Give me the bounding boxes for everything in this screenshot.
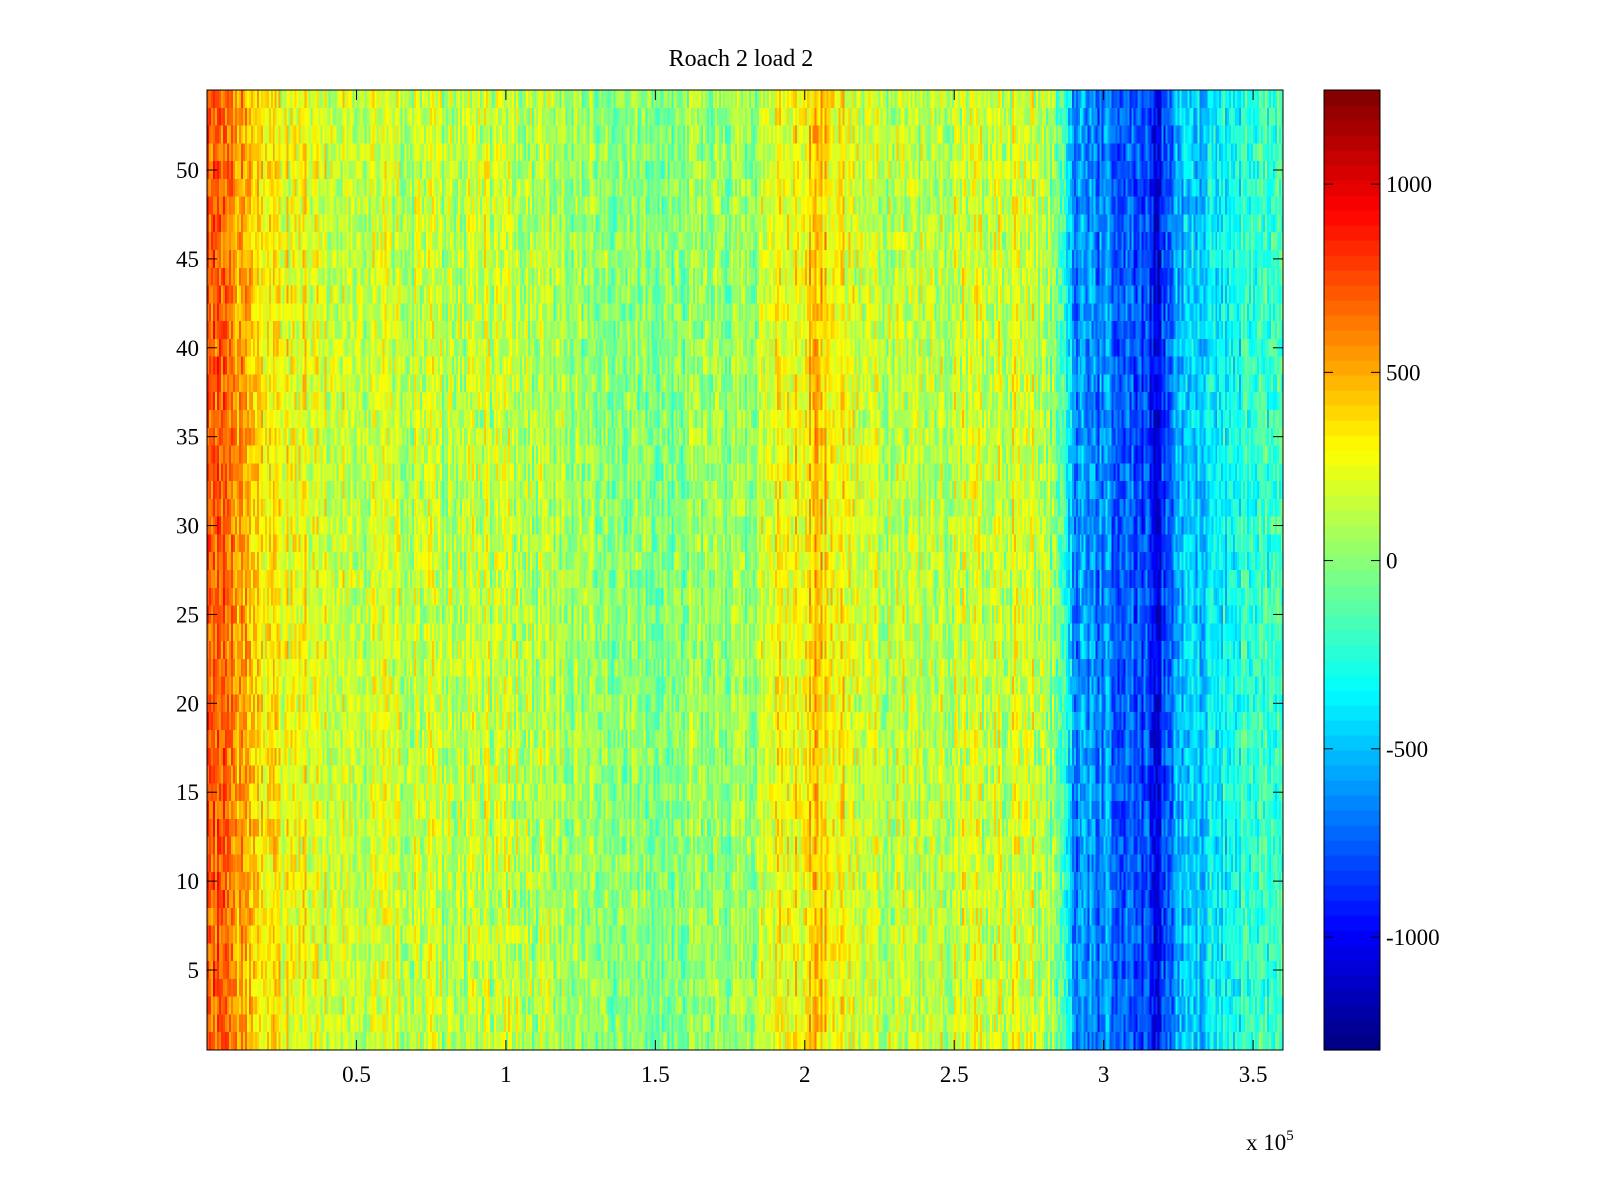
- y-tick-label: 40: [176, 336, 199, 361]
- colorbar-tick-label: 500: [1386, 360, 1421, 385]
- colorbar-segment: [1324, 855, 1380, 871]
- colorbar-segment: [1324, 975, 1380, 991]
- colorbar-segment: [1324, 945, 1380, 961]
- colorbar-segment: [1324, 660, 1380, 676]
- colorbar-segment: [1324, 795, 1380, 811]
- colorbar-segment: [1324, 675, 1380, 691]
- colorbar-segment: [1324, 495, 1380, 511]
- colorbar-segment: [1324, 120, 1380, 136]
- colorbar-segment: [1324, 135, 1380, 151]
- colorbar-segment: [1324, 885, 1380, 901]
- colorbar-segment: [1324, 300, 1380, 316]
- colorbar-segment: [1324, 1035, 1380, 1051]
- colorbar-segment: [1324, 915, 1380, 931]
- y-tick-label: 10: [176, 869, 199, 894]
- colorbar-segment: [1324, 690, 1380, 706]
- colorbar-segment: [1324, 765, 1380, 781]
- heatmap: [207, 90, 1283, 1050]
- colorbar-segment: [1324, 225, 1380, 241]
- colorbar-segment: [1324, 420, 1380, 436]
- colorbar-segment: [1324, 330, 1380, 346]
- colorbar: [1324, 90, 1380, 1051]
- colorbar-segment: [1324, 990, 1380, 1006]
- x-tick-label: 3.5: [1239, 1062, 1268, 1087]
- x-exponent-label: x 105: [1246, 1128, 1294, 1155]
- x-tick-label: 2.5: [940, 1062, 969, 1087]
- x-tick-label: 0.5: [342, 1062, 371, 1087]
- colorbar-segment: [1324, 555, 1380, 571]
- x-exponent-power: 5: [1286, 1128, 1294, 1144]
- colorbar-segment: [1324, 285, 1380, 301]
- colorbar-tick-label: -1000: [1386, 925, 1440, 950]
- colorbar-segment: [1324, 630, 1380, 646]
- colorbar-segment: [1324, 405, 1380, 421]
- colorbar-segment: [1324, 735, 1380, 751]
- colorbar-segment: [1324, 510, 1380, 526]
- colorbar-segment: [1324, 720, 1380, 736]
- colorbar-segment: [1324, 900, 1380, 916]
- colorbar-segment: [1324, 570, 1380, 586]
- colorbar-segment: [1324, 600, 1380, 616]
- colorbar-border: [1323, 89, 1381, 1051]
- colorbar-segment: [1324, 645, 1380, 661]
- colorbar-segment: [1324, 780, 1380, 796]
- colorbar-segment: [1324, 240, 1380, 256]
- colorbar-tick-label: -500: [1386, 737, 1428, 762]
- colorbar-segment: [1324, 840, 1380, 856]
- colorbar-segment: [1324, 525, 1380, 541]
- colorbar-segment: [1324, 360, 1380, 376]
- colorbar-segment: [1324, 1020, 1380, 1036]
- colorbar-segment: [1324, 270, 1380, 286]
- x-tick-label: 1: [500, 1062, 512, 1087]
- y-axis: 5 10 15 20 25 30 35 40 45 50: [176, 158, 1283, 983]
- x-tick-label: 2: [799, 1062, 811, 1087]
- colorbar-segment: [1324, 540, 1380, 556]
- colorbar-segment: [1324, 90, 1380, 106]
- colorbar-segment: [1324, 195, 1380, 211]
- colorbar-tick-label: 0: [1386, 549, 1398, 574]
- y-tick-label: 45: [176, 247, 199, 272]
- colorbar-axis: 1000 500 0 -500 -1000: [1324, 172, 1440, 950]
- chart-title: Roach 2 load 2: [669, 46, 814, 72]
- x-tick-label: 1.5: [641, 1062, 670, 1087]
- colorbar-segment: [1324, 180, 1380, 196]
- y-tick-label: 50: [176, 158, 199, 183]
- colorbar-segment: [1324, 960, 1380, 976]
- x-tick-label: 3: [1098, 1062, 1110, 1087]
- colorbar-segment: [1324, 825, 1380, 841]
- colorbar-segment: [1324, 315, 1380, 331]
- colorbar-segment: [1324, 255, 1380, 271]
- colorbar-segment: [1324, 930, 1380, 946]
- y-tick-label: 5: [188, 958, 200, 983]
- colorbar-segment: [1324, 105, 1380, 121]
- colorbar-segment: [1324, 150, 1380, 166]
- colorbar-segment: [1324, 480, 1380, 496]
- plot-border: [206, 89, 1284, 1051]
- colorbar-segment: [1324, 750, 1380, 766]
- colorbar-segment: [1324, 870, 1380, 886]
- colorbar-tick-label: 1000: [1386, 172, 1432, 197]
- colorbar-segment: [1324, 345, 1380, 361]
- x-axis: 0.5 1 1.5 2 2.5 3 3.5: [342, 90, 1267, 1087]
- colorbar-segment: [1324, 450, 1380, 466]
- colorbar-segment: [1324, 210, 1380, 226]
- y-tick-label: 30: [176, 514, 199, 539]
- y-tick-label: 15: [176, 780, 199, 805]
- colorbar-segment: [1324, 585, 1380, 601]
- colorbar-segment: [1324, 705, 1380, 721]
- y-tick-label: 20: [176, 691, 199, 716]
- colorbar-segment: [1324, 435, 1380, 451]
- colorbar-segment: [1324, 390, 1380, 406]
- colorbar-segment: [1324, 615, 1380, 631]
- colorbar-segment: [1324, 810, 1380, 826]
- colorbar-segment: [1324, 465, 1380, 481]
- y-tick-label: 35: [176, 425, 199, 450]
- y-tick-label: 25: [176, 602, 199, 627]
- heatmap-image: [207, 90, 1283, 1050]
- colorbar-segment: [1324, 1005, 1380, 1021]
- colorbar-segment: [1324, 165, 1380, 181]
- colorbar-segment: [1324, 375, 1380, 391]
